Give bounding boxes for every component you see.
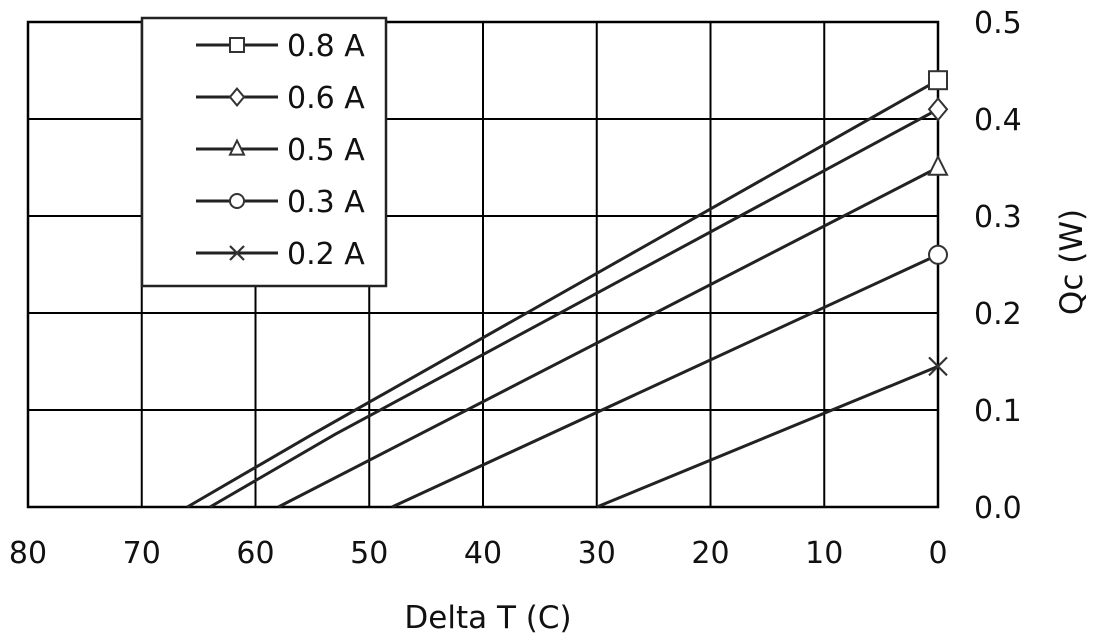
series-end-marker-3 [928,244,948,265]
legend-label-2: 0.5 A [287,133,365,168]
x-tick-label-60: 60 [236,536,274,571]
x-tick-label-0: 0 [928,536,947,571]
x-tick-label-50: 50 [350,536,388,571]
legend-marker-4 [229,245,245,261]
legend: 0.8 A 0.6 A 0.5 A 0.3 A 0.2 A [140,16,388,288]
y-tick-label-0-0: 0.0 [974,491,1022,526]
legend-label-1: 0.6 A [287,81,365,116]
series-line-0 [186,78,939,509]
series-line-4 [596,365,939,509]
series-0-2-a [596,356,948,509]
series-line-2 [277,166,939,509]
series-end-marker-1 [927,96,949,122]
series-line-1 [209,107,939,509]
x-axis-title: Delta T (C) [404,600,571,636]
y-tick-labels: 0.0 0.1 0.2 0.3 0.4 0.5 [974,6,1022,526]
legend-item-3: 0.3 A [196,185,365,220]
y-tick-label-0-5: 0.5 [974,6,1022,41]
legend-item-0: 0.8 A [196,29,365,64]
legend-label-4: 0.2 A [287,237,365,272]
series-end-marker-0 [928,70,948,91]
series-0-3-a [391,244,948,509]
legend-marker-1 [228,87,246,107]
series-0-6-a [209,96,949,509]
legend-item-1: 0.6 A [196,81,365,116]
y-tick-label-0-3: 0.3 [974,200,1022,235]
legend-marker-2 [228,138,246,156]
series-end-marker-4 [928,356,948,377]
series-0-5-a [277,154,949,509]
y-tick-label-0-2: 0.2 [974,297,1022,332]
x-tick-labels: 80 70 60 50 40 30 20 10 0 [9,536,948,571]
x-tick-label-70: 70 [123,536,161,571]
series-0-8-a [186,70,948,509]
x-tick-label-30: 30 [578,536,616,571]
x-tick-label-80: 80 [9,536,47,571]
x-tick-label-20: 20 [691,536,729,571]
x-tick-label-10: 10 [805,536,843,571]
legend-label-0: 0.8 A [287,29,365,64]
legend-item-4: 0.2 A [196,237,365,272]
legend-marker-3 [229,193,245,209]
series-layer [186,70,949,509]
x-tick-label-40: 40 [464,536,502,571]
series-line-3 [391,253,939,509]
legend-label-3: 0.3 A [287,185,365,220]
y-tick-label-0-1: 0.1 [974,394,1022,429]
y-tick-label-0-4: 0.4 [974,103,1022,138]
legend-box [140,16,388,288]
legend-marker-0 [229,37,245,53]
grid [26,20,940,509]
legend-item-2: 0.5 A [196,133,365,168]
y-axis-title: Qc (W) [1054,209,1090,315]
series-end-marker-2 [927,154,949,176]
